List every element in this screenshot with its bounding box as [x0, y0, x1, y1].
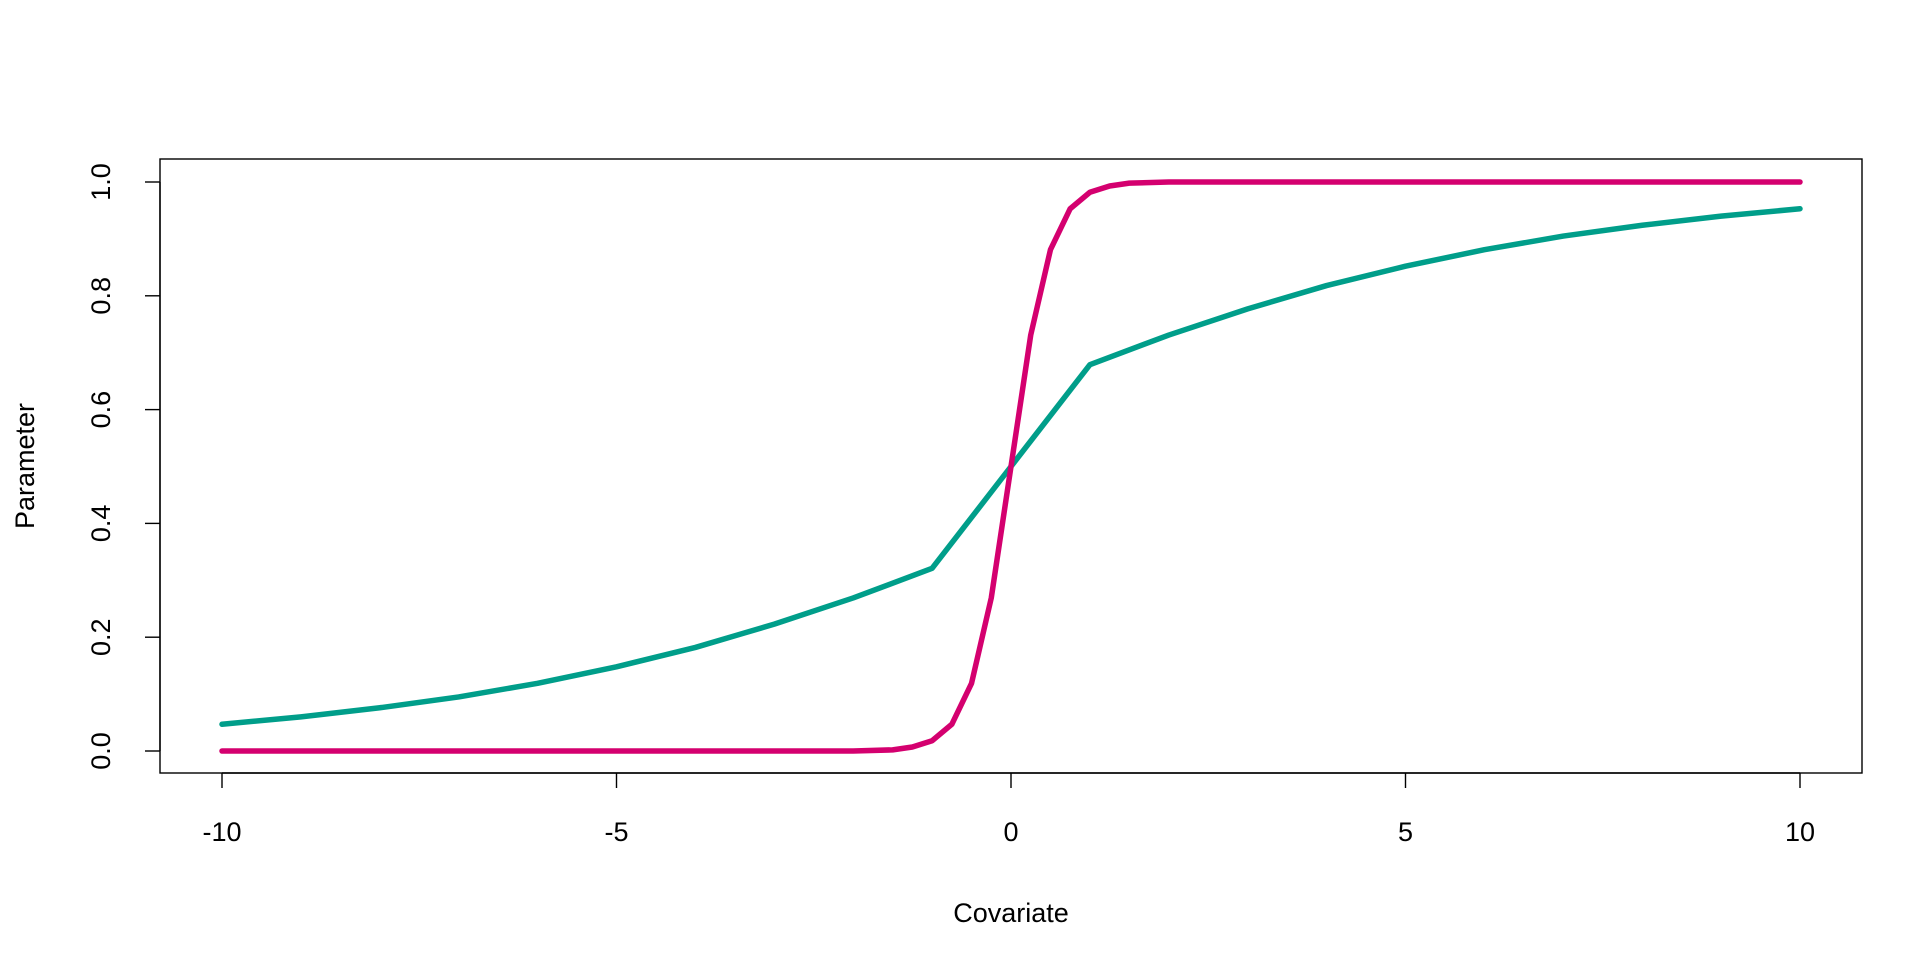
x-tick-label: -10 [202, 817, 241, 847]
y-tick-label: 0.2 [86, 618, 116, 656]
y-tick-label: 0.6 [86, 391, 116, 429]
x-tick-label: -5 [604, 817, 628, 847]
x-axis: -10 -5 0 5 10 [202, 772, 1815, 847]
y-tick-label: 0.4 [86, 505, 116, 543]
series-group [219, 179, 1803, 754]
x-tick-label: 10 [1785, 817, 1815, 847]
series-line-2 [219, 179, 1803, 754]
y-axis: 0.0 0.2 0.4 0.6 0.8 1.0 [86, 163, 161, 770]
y-tick-label: 0.8 [86, 277, 116, 315]
x-tick-label: 5 [1398, 817, 1413, 847]
x-axis-label: Covariate [953, 898, 1069, 928]
x-tick-label: 0 [1003, 817, 1018, 847]
y-axis-label: Parameter [10, 403, 40, 529]
y-tick-label: 0.0 [86, 732, 116, 770]
y-tick-label: 1.0 [86, 163, 116, 201]
